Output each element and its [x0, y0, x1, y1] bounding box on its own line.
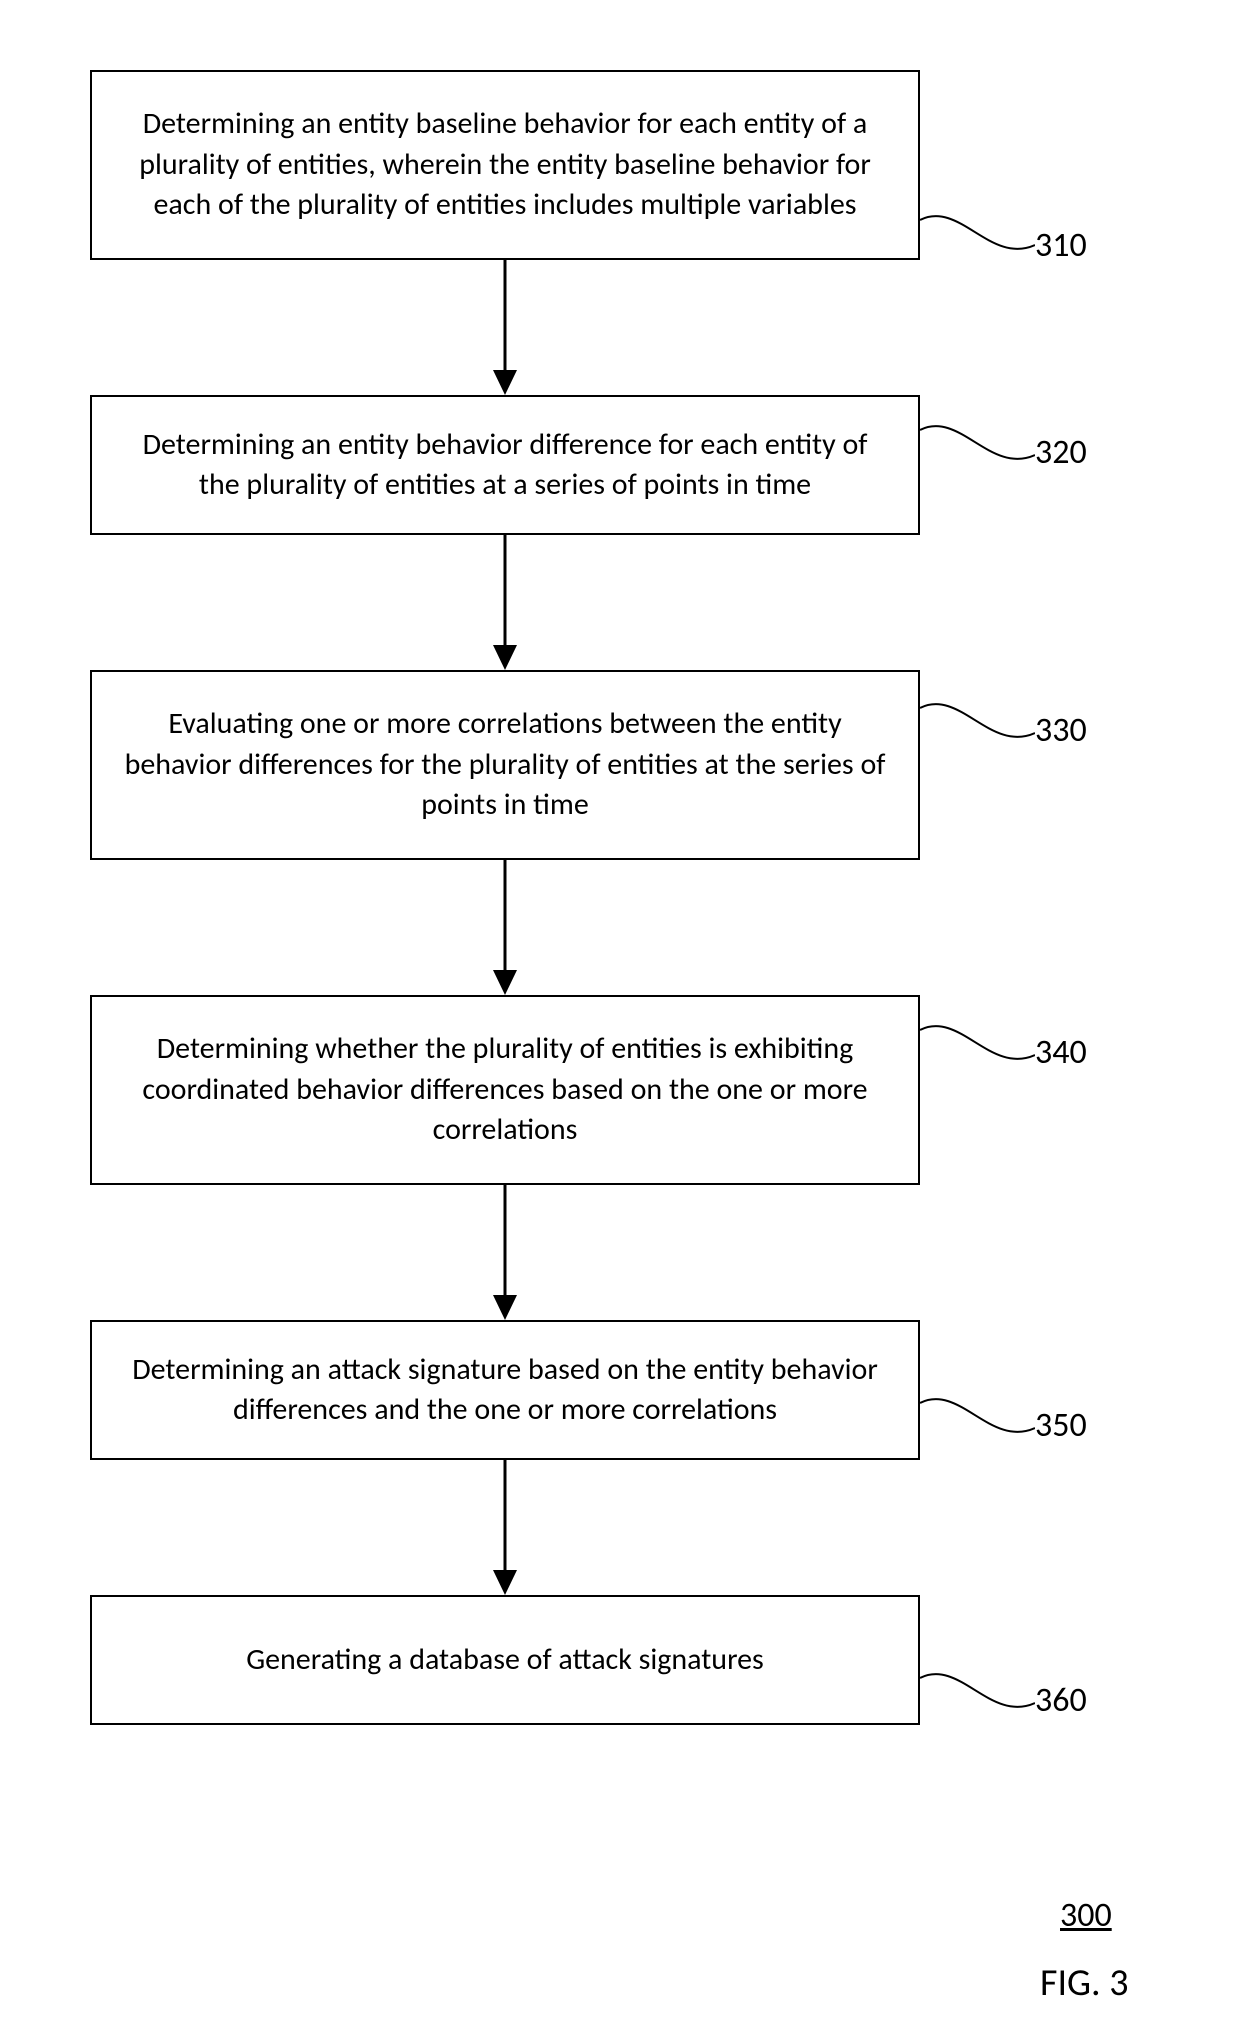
arrow-310-320 — [480, 260, 530, 395]
callout-330 — [920, 698, 1035, 758]
step-box-310: Determining an entity baseline behavior … — [90, 70, 920, 260]
step-text-360: Generating a database of attack signatur… — [246, 1640, 764, 1681]
arrow-320-330 — [480, 535, 530, 670]
step-label-330: 330 — [1035, 710, 1087, 751]
arrow-350-360 — [480, 1460, 530, 1595]
step-label-360: 360 — [1035, 1680, 1087, 1721]
step-label-320: 320 — [1035, 432, 1087, 473]
step-box-340: Determining whether the plurality of ent… — [90, 995, 920, 1185]
step-text-320: Determining an entity behavior differenc… — [120, 425, 890, 506]
step-box-330: Evaluating one or more correlations betw… — [90, 670, 920, 860]
step-text-340: Determining whether the plurality of ent… — [120, 1029, 890, 1151]
figure-caption: FIG. 3 — [1040, 1960, 1128, 2006]
step-box-320: Determining an entity behavior differenc… — [90, 395, 920, 535]
callout-350 — [920, 1393, 1035, 1453]
step-box-360: Generating a database of attack signatur… — [90, 1595, 920, 1725]
figure-reference-number: 300 — [1060, 1895, 1112, 1936]
step-text-350: Determining an attack signature based on… — [120, 1350, 890, 1431]
callout-360 — [920, 1668, 1035, 1728]
step-text-310: Determining an entity baseline behavior … — [120, 104, 890, 226]
step-text-330: Evaluating one or more correlations betw… — [120, 704, 890, 826]
arrow-330-340 — [480, 860, 530, 995]
step-label-310: 310 — [1035, 225, 1087, 266]
flowchart-canvas: Determining an entity baseline behavior … — [0, 0, 1240, 2037]
callout-340 — [920, 1020, 1035, 1080]
callout-320 — [920, 420, 1035, 480]
callout-310 — [920, 210, 1035, 270]
step-box-350: Determining an attack signature based on… — [90, 1320, 920, 1460]
arrow-340-350 — [480, 1185, 530, 1320]
step-label-340: 340 — [1035, 1032, 1087, 1073]
step-label-350: 350 — [1035, 1405, 1087, 1446]
